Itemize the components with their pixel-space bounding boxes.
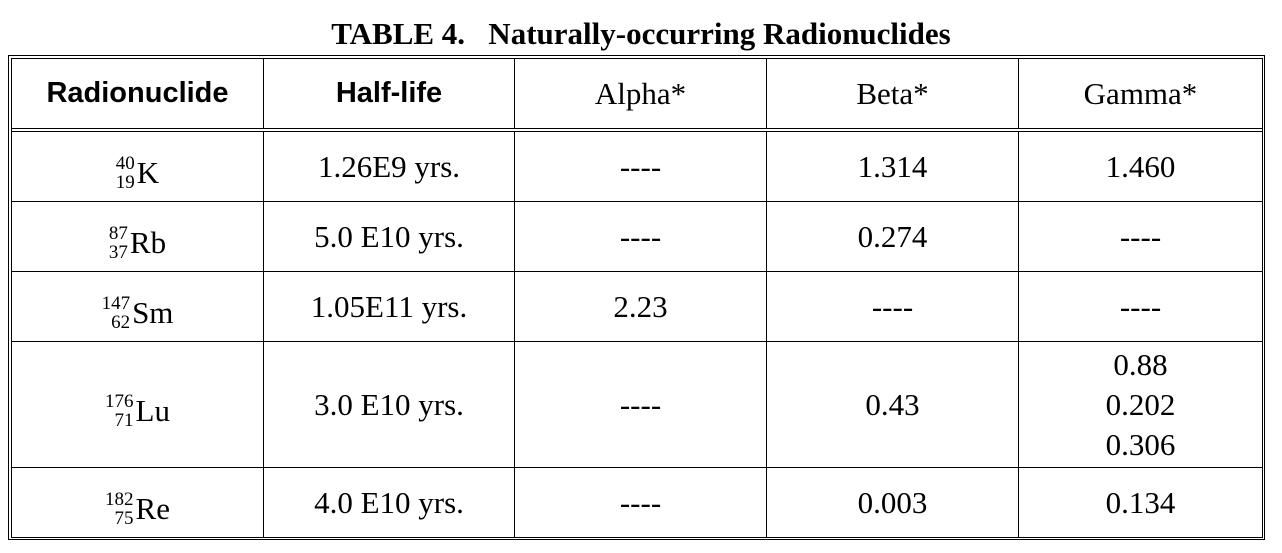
mass-number: 182 [105,489,134,510]
cell-radionuclide: 147 62 Sm [11,271,264,342]
atomic-number: 37 [108,242,128,263]
cell-radionuclide: 40 19 K [11,131,264,202]
cell-beta: 1.314 [766,131,1019,202]
cell-radionuclide: 182 75 Re [11,467,264,538]
nuclide-notation: 40 19 K [116,154,159,192]
cell-gamma: ---- [1018,201,1263,272]
element-symbol: Lu [135,393,170,428]
gamma-values: 0.88 0.202 0.306 [1019,345,1262,465]
nuclide-numbers: 176 71 [105,392,134,430]
gamma-values: ---- [1019,217,1262,257]
cell-beta: 0.43 [766,341,1019,468]
nuclide-numbers: 87 37 [109,224,128,262]
cell-beta: 0.274 [766,201,1019,272]
cell-gamma: 0.88 0.202 0.306 [1018,341,1263,468]
nuclide-numbers: 40 19 [116,154,135,192]
mass-number: 176 [105,391,134,412]
cell-gamma: 0.134 [1018,467,1263,538]
atomic-number: 71 [114,410,134,431]
cell-alpha: ---- [514,131,767,202]
mass-number: 40 [115,153,135,174]
element-symbol: K [136,155,160,190]
nuclide-notation: 182 75 Re [105,490,170,528]
header-beta: Beta* [766,58,1019,129]
table-outer-frame [8,55,1265,540]
nuclide-notation: 87 37 Rb [109,224,166,262]
cell-radionuclide: 176 71 Lu [11,341,264,468]
nuclide-numbers: 147 62 [102,294,131,332]
cell-alpha: ---- [514,341,767,468]
gamma-value: 0.134 [1105,484,1176,520]
atomic-number: 62 [111,312,131,333]
table-row: 147 62 Sm 1.05E11 yrs. 2.23 ---- ---- [11,271,1263,342]
cell-alpha: 2.23 [514,271,767,342]
gamma-values: 1.460 [1019,147,1262,187]
table-body: 40 19 K 1.26E9 yrs. ---- 1.314 1.460 87 [11,131,1263,538]
cell-beta: ---- [766,271,1019,342]
nuclide-notation: 147 62 Sm [102,294,174,332]
mass-number: 147 [101,293,131,314]
cell-half-life: 4.0 E10 yrs. [263,467,515,538]
gamma-value: 1.460 [1105,148,1176,184]
gamma-values: 0.134 [1019,483,1262,523]
element-symbol: Rb [129,225,167,260]
element-symbol: Re [135,491,170,526]
header-radionuclide: Radionuclide [11,58,264,129]
header-gamma: Gamma* [1018,58,1263,129]
gamma-value: 0.88 [1113,346,1168,382]
table-row: 182 75 Re 4.0 E10 yrs. ---- 0.003 0.134 [11,467,1263,538]
header-row: Radionuclide Half-life Alpha* Beta* Gamm… [11,58,1263,129]
cell-half-life: 5.0 E10 yrs. [263,201,515,272]
table-row: 40 19 K 1.26E9 yrs. ---- 1.314 1.460 [11,131,1263,202]
cell-gamma: 1.460 [1018,131,1263,202]
nuclide-numbers: 182 75 [105,490,134,528]
header-half-life: Half-life [263,58,515,129]
cell-half-life: 1.05E11 yrs. [263,271,515,342]
gamma-value: ---- [1119,218,1162,254]
header-alpha: Alpha* [514,58,767,129]
atomic-number: 75 [114,508,134,529]
gamma-values: ---- [1019,287,1262,327]
gamma-value: 0.202 [1105,386,1176,422]
cell-alpha: ---- [514,467,767,538]
cell-half-life: 3.0 E10 yrs. [263,341,515,468]
table-title: TABLE 4. Naturally-occurring Radionuclid… [331,16,951,51]
cell-radionuclide: 87 37 Rb [11,201,264,272]
radionuclide-table: Radionuclide Half-life Alpha* Beta* Gamm… [11,58,1263,538]
atomic-number: 19 [115,172,135,193]
table-row: 176 71 Lu 3.0 E10 yrs. ---- 0.43 0.88 0.… [11,341,1263,468]
cell-beta: 0.003 [766,467,1019,538]
gamma-value: 0.306 [1105,426,1176,462]
table-row: 87 37 Rb 5.0 E10 yrs. ---- 0.274 ---- [11,201,1263,272]
cell-half-life: 1.26E9 yrs. [263,131,515,202]
mass-number: 87 [108,223,128,244]
cell-alpha: ---- [514,201,767,272]
cell-gamma: ---- [1018,271,1263,342]
gamma-value: ---- [1119,288,1162,324]
nuclide-notation: 176 71 Lu [105,392,170,430]
element-symbol: Sm [132,295,174,330]
